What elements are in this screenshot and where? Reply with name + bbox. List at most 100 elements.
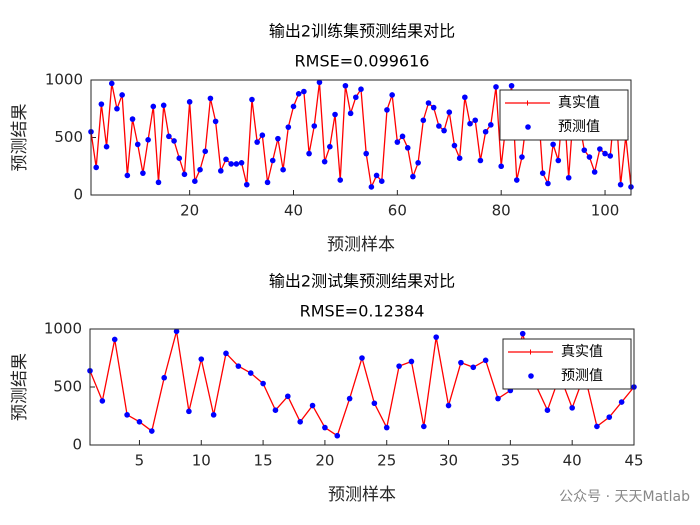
point: [249, 96, 255, 103]
point: [383, 424, 390, 431]
point: [202, 148, 209, 155]
x-tick-label: 20: [315, 452, 334, 470]
legend-label: 预测值: [558, 119, 600, 135]
point: [408, 358, 415, 365]
point: [358, 86, 364, 92]
point: [238, 160, 245, 166]
x-tick-label: 45: [624, 452, 643, 470]
point: [347, 110, 354, 117]
point: [508, 82, 515, 89]
point: [346, 395, 353, 402]
point: [498, 163, 504, 170]
point: [458, 359, 464, 366]
y-tick-label: 500: [54, 128, 83, 146]
point: [404, 145, 411, 151]
point: [192, 178, 198, 184]
point: [425, 100, 432, 106]
watermark: 公众号 · 天天Matlab: [559, 489, 690, 505]
axes-frame: [90, 79, 632, 196]
point: [569, 405, 575, 411]
point: [433, 334, 439, 340]
point: [618, 399, 625, 405]
point: [186, 408, 192, 415]
point: [445, 402, 452, 409]
legend-label: 预测值: [561, 368, 603, 384]
point: [243, 181, 250, 188]
point: [591, 169, 598, 175]
x-tick-label: 100: [591, 202, 620, 220]
point: [198, 356, 205, 362]
point: [384, 107, 390, 113]
point: [472, 117, 479, 124]
point: [280, 166, 286, 173]
point: [581, 147, 588, 153]
point: [290, 103, 297, 110]
point: [269, 157, 276, 164]
point: [140, 170, 146, 176]
chart-subtitle: RMSE=0.12384: [300, 302, 425, 321]
point: [93, 164, 99, 171]
point: [371, 400, 378, 407]
y-tick-label: 1000: [45, 71, 83, 89]
point: [421, 423, 427, 430]
point: [218, 168, 224, 174]
point: [285, 393, 291, 400]
point: [617, 181, 624, 188]
x-tick-label: 5: [135, 452, 145, 470]
point: [415, 160, 421, 166]
point: [247, 370, 254, 376]
point: [108, 80, 115, 87]
y-tick-label: 0: [72, 436, 82, 454]
axes-frame: [89, 328, 635, 446]
legend-marker: [528, 373, 534, 379]
point: [394, 139, 401, 145]
x-axis-label: 预测样本: [328, 485, 396, 505]
x-tick-label: 20: [180, 202, 199, 220]
x-axis-label: 预测样本: [327, 235, 395, 255]
x-tick-label: 60: [388, 202, 407, 220]
point: [295, 91, 302, 97]
point: [321, 158, 328, 165]
point: [124, 412, 130, 418]
point: [342, 82, 349, 89]
point: [389, 92, 395, 98]
point: [602, 150, 608, 157]
point: [477, 157, 484, 164]
chart-subtitle: RMSE=0.099616: [295, 52, 430, 71]
point: [166, 133, 172, 140]
point: [446, 109, 453, 115]
point: [275, 135, 281, 142]
point: [467, 120, 473, 127]
point: [297, 419, 303, 425]
point: [420, 117, 427, 124]
y-axis-label: 预测结果: [10, 353, 30, 421]
point: [337, 177, 344, 183]
point: [396, 363, 402, 369]
point: [359, 355, 365, 361]
point: [586, 154, 593, 160]
point: [301, 88, 307, 95]
point: [176, 155, 183, 161]
chart-title: 输出2训练集预测结果对比: [269, 22, 455, 41]
point: [254, 139, 260, 145]
point: [161, 374, 167, 381]
point: [309, 402, 316, 409]
point: [332, 111, 338, 118]
point: [470, 364, 477, 371]
legend-marker: [525, 100, 530, 106]
point: [207, 95, 214, 102]
point: [539, 170, 546, 176]
point: [134, 141, 141, 148]
point: [544, 407, 551, 414]
point: [441, 127, 447, 134]
y-tick-label: 0: [73, 186, 83, 204]
point: [186, 99, 193, 105]
point: [316, 79, 323, 86]
point: [565, 174, 572, 181]
point: [306, 150, 312, 157]
point: [410, 173, 416, 180]
point: [145, 137, 151, 143]
legend-box: [502, 338, 632, 390]
point: [223, 156, 229, 163]
